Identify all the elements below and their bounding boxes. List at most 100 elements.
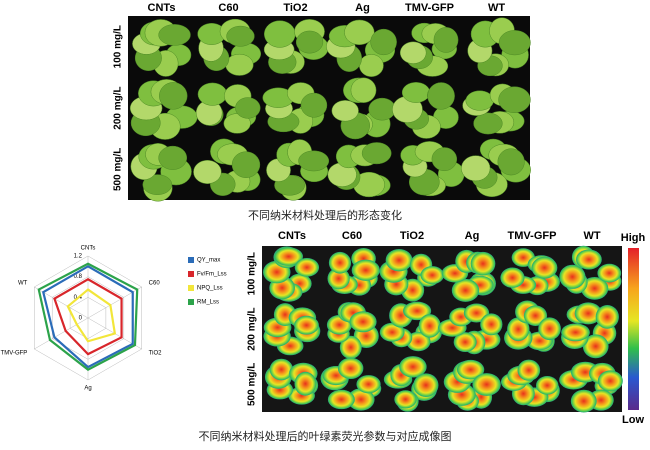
column-header: C60 bbox=[342, 230, 362, 242]
axis-label: CNTs bbox=[81, 246, 96, 252]
leaf bbox=[298, 150, 330, 172]
axis-line bbox=[34, 317, 89, 350]
leaf bbox=[158, 145, 188, 170]
leaf bbox=[399, 41, 427, 64]
leaf bbox=[269, 358, 294, 381]
leaf bbox=[331, 100, 359, 122]
row-label: 500 mg/L bbox=[113, 148, 124, 191]
leaf bbox=[142, 174, 173, 195]
leaf bbox=[431, 147, 458, 172]
series-line bbox=[66, 288, 117, 343]
column-header: TMV-GFP bbox=[405, 2, 454, 14]
column-header: Ag bbox=[465, 230, 480, 242]
leaf bbox=[361, 142, 392, 165]
legend-swatch bbox=[188, 299, 194, 305]
leaf bbox=[226, 25, 255, 47]
legend-label: NPQ_Lss bbox=[197, 286, 223, 292]
leaf bbox=[294, 371, 317, 396]
leaf bbox=[193, 160, 222, 184]
leaf bbox=[300, 92, 328, 118]
leaf bbox=[368, 97, 396, 121]
column-header: C60 bbox=[218, 2, 238, 14]
axis-label: Ag bbox=[84, 386, 91, 392]
tick-label: 1.2 bbox=[74, 254, 83, 260]
leaf bbox=[264, 20, 296, 48]
leaf bbox=[597, 370, 623, 392]
leaf bbox=[356, 375, 381, 394]
leaf bbox=[359, 54, 384, 77]
colorbar-high: High bbox=[621, 232, 646, 244]
leaf bbox=[453, 332, 477, 353]
row-label: 100 mg/L bbox=[113, 25, 124, 68]
leaf bbox=[370, 28, 397, 56]
leaf bbox=[517, 359, 541, 381]
leaf bbox=[294, 315, 319, 335]
leaf bbox=[427, 82, 455, 110]
leaf bbox=[582, 334, 609, 359]
leaf bbox=[574, 302, 602, 325]
leaf bbox=[328, 251, 352, 274]
column-header: TMV-GFP bbox=[508, 230, 557, 242]
leaf bbox=[456, 359, 485, 380]
leaf bbox=[385, 249, 413, 272]
tick-label: 0.8 bbox=[74, 274, 83, 280]
leaf bbox=[235, 97, 261, 119]
row-label: 200 mg/L bbox=[113, 86, 124, 129]
leaf bbox=[523, 305, 548, 326]
leaf bbox=[498, 30, 531, 56]
leaf bbox=[570, 389, 597, 413]
legend-label: Fv/Fm_Lss bbox=[197, 272, 227, 278]
leaf bbox=[418, 314, 441, 338]
leaf bbox=[350, 77, 377, 103]
legend-swatch bbox=[188, 285, 194, 291]
leaf bbox=[351, 259, 380, 281]
leaf bbox=[295, 30, 324, 54]
column-header: CNTs bbox=[278, 230, 306, 242]
series-line bbox=[41, 265, 134, 369]
leaf bbox=[470, 251, 496, 276]
tick-label: 0 bbox=[79, 316, 83, 322]
leaf bbox=[225, 53, 254, 76]
row-label: 500 mg/L bbox=[247, 363, 258, 406]
column-header: WT bbox=[488, 2, 505, 14]
leaf bbox=[339, 335, 362, 359]
leaf bbox=[337, 357, 364, 380]
leaf bbox=[344, 19, 375, 45]
row-label: 200 mg/L bbox=[247, 307, 258, 350]
column-header: Ag bbox=[355, 2, 370, 14]
colorbar bbox=[628, 248, 639, 410]
leaf bbox=[576, 249, 602, 270]
leaf bbox=[399, 356, 427, 378]
leaf bbox=[500, 267, 525, 288]
column-header: CNTs bbox=[148, 2, 176, 14]
leaf bbox=[394, 390, 417, 409]
leaf bbox=[413, 373, 439, 397]
legend-swatch bbox=[188, 271, 194, 277]
leaf bbox=[327, 267, 350, 290]
leaf bbox=[461, 155, 491, 182]
leaf bbox=[559, 264, 586, 289]
axis-label: TMV-GFP bbox=[1, 351, 28, 357]
leaf bbox=[498, 86, 531, 114]
leaf bbox=[451, 278, 480, 302]
leaf bbox=[401, 82, 431, 103]
leaf bbox=[327, 389, 355, 410]
caption: 不同纳米材料处理后的形态变化 bbox=[248, 208, 402, 222]
leaf bbox=[349, 311, 377, 333]
leaf bbox=[159, 82, 188, 110]
leaf bbox=[197, 82, 228, 106]
leaf bbox=[536, 376, 559, 395]
column-header: TiO2 bbox=[283, 2, 307, 14]
leaf bbox=[497, 148, 525, 176]
series-line bbox=[37, 262, 139, 371]
caption: 不同纳米材料处理后的叶绿素荧光参数与对应成像图 bbox=[199, 429, 452, 443]
axis-label: C60 bbox=[149, 281, 161, 287]
row-label: 100 mg/L bbox=[247, 252, 258, 295]
legend-label: QY_max bbox=[197, 258, 220, 264]
leaf bbox=[480, 313, 503, 336]
leaf bbox=[531, 256, 558, 279]
leaf bbox=[465, 90, 494, 111]
leaf bbox=[595, 305, 619, 329]
legend-swatch bbox=[188, 257, 194, 263]
